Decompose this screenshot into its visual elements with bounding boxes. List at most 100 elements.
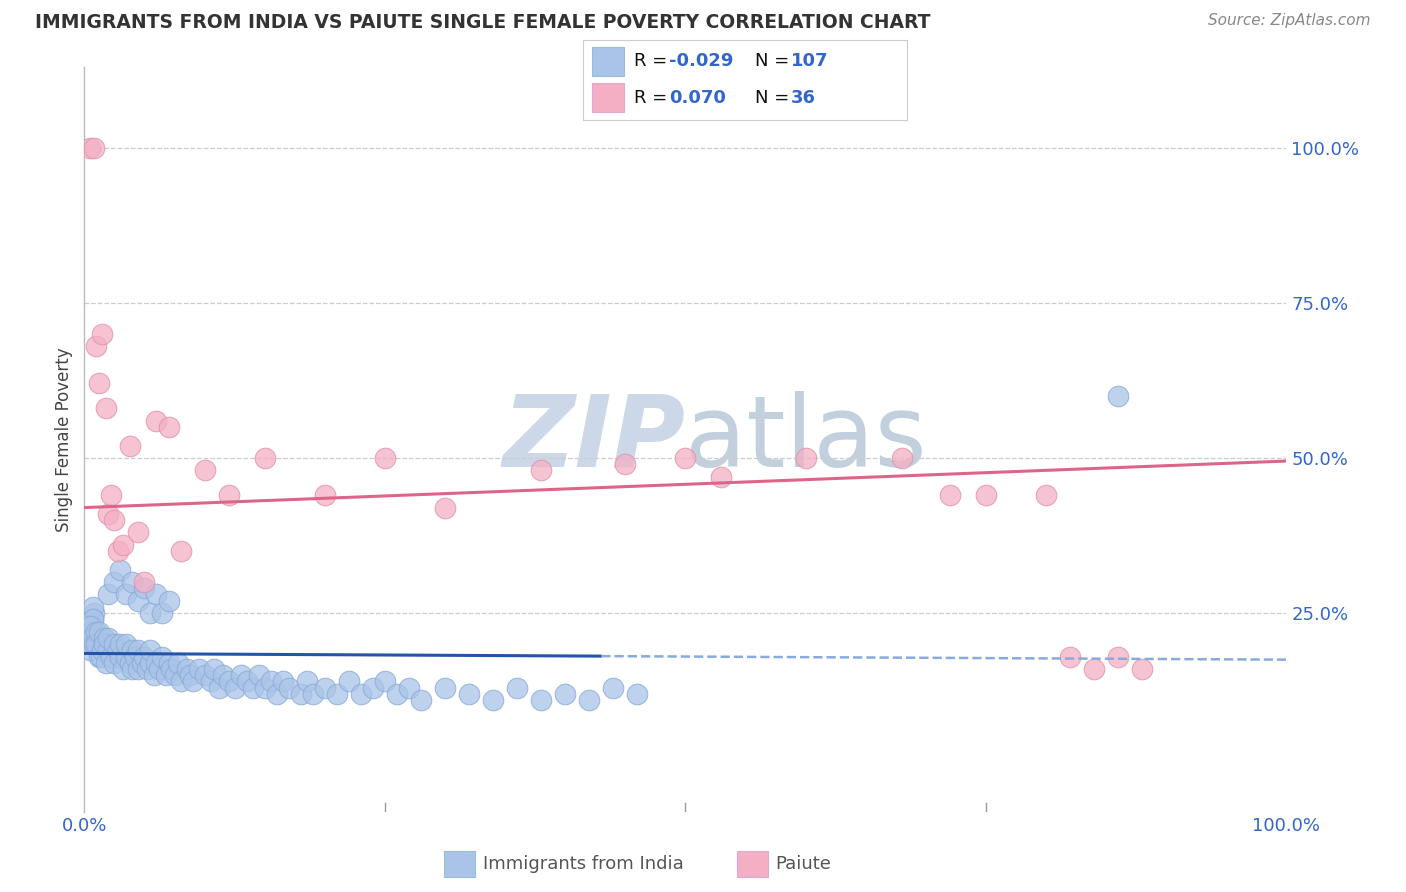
Point [103,637,125,651]
Point [148,662,170,676]
Point [110,649,132,664]
Y-axis label: Single Female Poverty: Single Female Poverty [55,347,73,532]
Point [157,420,180,434]
Point [169,544,191,558]
Point [155,668,177,682]
Text: 0.070: 0.070 [669,88,725,106]
Point [82,599,104,614]
Point [111,538,134,552]
Point [1083,662,1105,676]
Point [530,463,553,477]
Point [434,500,457,515]
Point [107,544,129,558]
Point [124,649,146,664]
Point [271,674,294,689]
Point [97,643,120,657]
Point [82,612,104,626]
Text: Paiute: Paiute [775,855,831,873]
Point [83,606,105,620]
Point [434,681,457,695]
Point [890,450,912,465]
Point [1107,389,1129,403]
Point [266,687,288,701]
Point [277,681,299,695]
Point [290,687,312,701]
Point [187,662,209,676]
Text: -0.029: -0.029 [669,53,734,70]
Bar [444,851,475,878]
Point [242,681,264,695]
Point [83,140,105,154]
Point [675,450,697,465]
Point [295,674,318,689]
Point [167,656,190,670]
Point [361,681,384,695]
Point [626,687,648,701]
Point [794,450,817,465]
Point [86,624,108,639]
Point [100,488,122,502]
Point [229,668,252,682]
Point [103,656,125,670]
Point [79,618,101,632]
Point [157,656,180,670]
Bar [737,851,768,878]
Point [374,450,396,465]
Point [79,140,101,154]
Point [211,668,233,682]
Point [247,668,270,682]
Point [79,637,101,651]
Point [350,687,373,701]
Point [1130,662,1153,676]
Text: IMMIGRANTS FROM INDIA VS PAIUTE SINGLE FEMALE POVERTY CORRELATION CHART: IMMIGRANTS FROM INDIA VS PAIUTE SINGLE F… [35,13,931,32]
Point [200,674,222,689]
Point [194,463,217,477]
Point [87,376,110,391]
Text: R =: R = [634,53,666,70]
Text: R =: R = [634,88,666,106]
Point [145,656,167,670]
Point [145,414,167,428]
Point [710,469,733,483]
Point [253,450,276,465]
Point [385,687,408,701]
Point [107,643,129,657]
Point [110,563,132,577]
Point [458,687,481,701]
Point [100,649,122,664]
Text: N =: N = [755,88,789,106]
Point [135,662,157,676]
Point [614,457,637,471]
Point [208,681,231,695]
Point [224,681,246,695]
Point [86,339,108,353]
Point [1059,649,1081,664]
Point [194,668,217,682]
Point [578,693,600,707]
Point [326,687,349,701]
Point [398,681,420,695]
Point [974,488,997,502]
Point [176,662,198,676]
Point [87,624,110,639]
Point [134,649,156,664]
Point [134,575,156,590]
Point [115,637,138,651]
Point [409,693,432,707]
Point [134,582,156,596]
Point [87,649,110,664]
Point [145,587,167,601]
Text: Immigrants from India: Immigrants from India [482,855,683,873]
Text: ZIP: ZIP [502,391,686,488]
Point [97,587,120,601]
Point [127,662,149,676]
Point [482,693,505,707]
Point [337,674,360,689]
Point [374,674,396,689]
Point [1035,488,1057,502]
Text: N =: N = [755,53,789,70]
Point [152,606,174,620]
Point [160,662,183,676]
Point [253,681,276,695]
Point [139,656,162,670]
